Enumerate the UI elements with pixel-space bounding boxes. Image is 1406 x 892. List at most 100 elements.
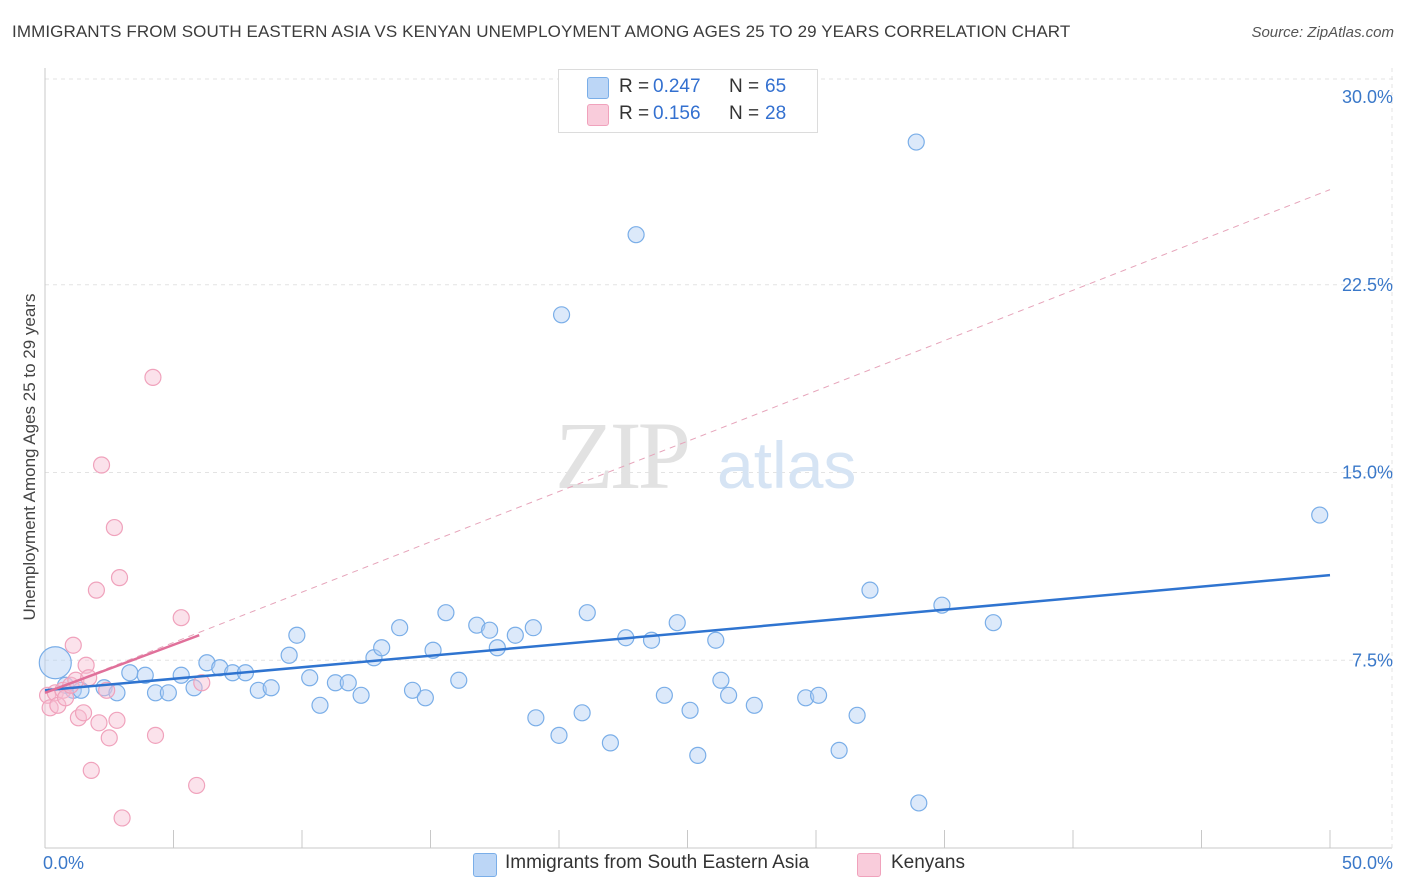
axes	[44, 68, 1393, 849]
legend-r-value: 0.247	[653, 76, 701, 97]
source-label: Source: ZipAtlas.com	[1251, 24, 1394, 41]
correlation-legend: R = 0.247 N = 65 R = 0.156 N = 28	[558, 69, 818, 133]
y-tick-label: 30.0%	[1342, 87, 1393, 107]
sea-point	[159, 684, 177, 702]
kenyans-point	[77, 656, 95, 674]
sea-point	[712, 671, 730, 689]
tick-labels: 7.5% 15.0% 22.5% 30.0% 0.0% 50.0%	[43, 87, 1393, 873]
y-tick-label: 22.5%	[1342, 275, 1393, 295]
sea-point	[373, 639, 391, 657]
sea-point	[288, 626, 306, 644]
x-tick-label: 50.0%	[1342, 853, 1393, 873]
legend-n-value: 28	[765, 103, 787, 124]
x-tick-label: 0.0%	[43, 853, 84, 873]
kenyans-point	[82, 761, 100, 779]
sea-point	[38, 646, 72, 680]
sea-point	[249, 681, 267, 699]
sea-point	[121, 664, 139, 682]
sea-point	[578, 604, 596, 622]
data-points	[38, 133, 1331, 827]
sea-point	[339, 674, 357, 692]
watermark-zip: ZIP	[555, 402, 688, 509]
kenyans-point	[69, 709, 88, 727]
sea-point	[745, 696, 763, 714]
y-tick-label: 15.0%	[1342, 463, 1393, 483]
trend-lines	[44, 189, 1331, 694]
legend-n-value: 65	[765, 76, 787, 97]
sea-point	[627, 226, 645, 244]
y-axis-label: Unemployment Among Ages 25 to 29 years	[20, 293, 39, 621]
sea-point	[262, 679, 280, 697]
sea-point	[797, 689, 815, 707]
legend-r-value: 0.156	[653, 103, 701, 124]
kenyans-point	[90, 714, 108, 732]
sea-point	[403, 681, 422, 699]
sea-trend-line	[44, 573, 1331, 692]
watermark-atlas: atlas	[717, 428, 856, 502]
sea-point	[984, 614, 1002, 632]
sea-point	[506, 626, 524, 644]
sea-point	[681, 701, 699, 719]
kenyans-point	[144, 368, 162, 386]
kenyans-point	[105, 518, 123, 537]
legend-swatch-sea	[587, 77, 609, 99]
kenyans-point	[110, 569, 129, 587]
kenyans-trend-line	[44, 634, 200, 694]
series-label-sea: Immigrants from South Eastern Asia	[505, 852, 810, 873]
kenyans-point	[87, 581, 106, 599]
sea-point	[468, 616, 486, 634]
sea-point	[391, 619, 409, 637]
series-swatch-kenyans	[857, 853, 881, 877]
kenyans-point	[92, 456, 111, 474]
sea-point	[689, 746, 707, 764]
kenyans-point	[188, 776, 206, 795]
watermark: ZIP atlas	[555, 402, 856, 509]
kenyans-point	[108, 711, 126, 729]
sea-point	[830, 741, 848, 759]
sea-point	[552, 306, 571, 324]
grid-lines	[45, 78, 1395, 661]
kenyans-point	[172, 609, 190, 627]
sea-point	[437, 604, 455, 622]
kenyans-point	[146, 726, 165, 744]
legend-n-label: N =	[729, 76, 760, 97]
sea-point	[707, 631, 725, 649]
sea-point	[280, 646, 298, 664]
legend-r-label: R =	[619, 76, 650, 97]
kenyans-point	[64, 636, 82, 654]
sea-point	[450, 671, 468, 689]
sea-point	[861, 581, 879, 599]
sea-point	[326, 674, 345, 692]
sea-point	[655, 686, 673, 704]
sea-point	[136, 666, 154, 684]
sea-point	[601, 734, 620, 752]
sea-point	[720, 686, 738, 704]
sea-point	[352, 686, 370, 704]
sea-point	[481, 621, 499, 639]
sea-point	[848, 706, 866, 724]
sea-point	[573, 704, 591, 722]
legend-r-label: R =	[619, 103, 650, 124]
sea-point	[416, 689, 434, 707]
kenyans-point	[193, 674, 211, 692]
sea-point	[172, 666, 190, 684]
kenyans-trend-extension	[44, 189, 1331, 694]
sea-point	[146, 684, 165, 702]
kenyans-point	[100, 729, 118, 747]
sea-point	[524, 619, 542, 637]
sea-point	[668, 614, 686, 632]
sea-point	[301, 669, 319, 687]
sea-point	[809, 686, 828, 704]
sea-point	[488, 639, 506, 657]
series-label-kenyans: Kenyans	[891, 852, 965, 873]
sea-point	[907, 133, 925, 151]
y-tick-label: 7.5%	[1352, 650, 1393, 670]
sea-point	[527, 709, 545, 727]
kenyans-point	[74, 704, 93, 722]
chart-title: IMMIGRANTS FROM SOUTH EASTERN ASIA VS KE…	[12, 22, 1071, 41]
series-swatch-sea	[473, 853, 497, 877]
kenyans-point	[113, 809, 131, 827]
sea-point	[311, 696, 329, 714]
